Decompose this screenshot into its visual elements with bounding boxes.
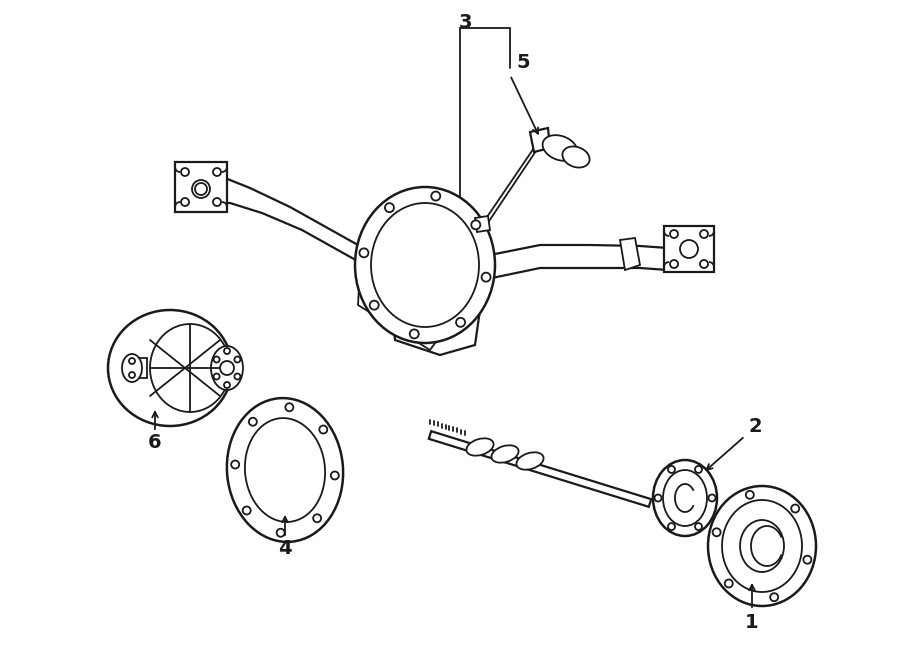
Ellipse shape — [543, 135, 578, 161]
Ellipse shape — [245, 418, 325, 522]
Circle shape — [770, 593, 778, 602]
Ellipse shape — [722, 500, 802, 592]
Polygon shape — [428, 431, 652, 507]
Circle shape — [804, 556, 812, 564]
Circle shape — [695, 523, 702, 530]
Circle shape — [370, 301, 379, 309]
Circle shape — [224, 382, 230, 388]
Ellipse shape — [227, 398, 343, 542]
Text: 1: 1 — [745, 613, 759, 631]
Circle shape — [791, 504, 799, 512]
Circle shape — [668, 466, 675, 473]
Circle shape — [668, 523, 675, 530]
Circle shape — [243, 506, 251, 514]
Circle shape — [456, 318, 465, 327]
Circle shape — [276, 529, 284, 537]
Circle shape — [713, 528, 721, 536]
Circle shape — [680, 240, 698, 258]
Circle shape — [708, 494, 716, 502]
Circle shape — [129, 372, 135, 378]
Ellipse shape — [371, 203, 479, 327]
Circle shape — [431, 192, 440, 200]
Circle shape — [213, 373, 220, 379]
Ellipse shape — [663, 470, 707, 526]
Ellipse shape — [708, 486, 816, 606]
Polygon shape — [390, 275, 485, 355]
Circle shape — [331, 471, 338, 479]
Circle shape — [195, 183, 207, 195]
Circle shape — [213, 168, 221, 176]
Circle shape — [724, 580, 733, 588]
Circle shape — [746, 491, 754, 499]
Circle shape — [234, 356, 240, 362]
Circle shape — [410, 329, 418, 338]
Ellipse shape — [122, 354, 142, 382]
Polygon shape — [175, 162, 227, 212]
Circle shape — [313, 514, 321, 522]
Text: 3: 3 — [458, 13, 472, 32]
Circle shape — [220, 361, 234, 375]
Circle shape — [231, 461, 239, 469]
Ellipse shape — [355, 187, 495, 343]
Polygon shape — [470, 145, 540, 242]
Circle shape — [320, 426, 328, 434]
Circle shape — [249, 418, 256, 426]
Polygon shape — [664, 226, 714, 272]
Circle shape — [285, 403, 293, 411]
Circle shape — [213, 356, 220, 362]
Circle shape — [359, 249, 368, 257]
Circle shape — [234, 373, 240, 379]
Circle shape — [670, 230, 678, 238]
Text: 4: 4 — [278, 539, 292, 559]
Polygon shape — [222, 170, 370, 268]
Ellipse shape — [653, 460, 717, 536]
Ellipse shape — [517, 452, 544, 470]
Circle shape — [670, 260, 678, 268]
Circle shape — [654, 494, 662, 502]
Text: 2: 2 — [748, 416, 761, 436]
Polygon shape — [530, 128, 550, 152]
Circle shape — [181, 198, 189, 206]
Circle shape — [129, 358, 135, 364]
Ellipse shape — [108, 310, 232, 426]
Ellipse shape — [562, 147, 590, 167]
Circle shape — [700, 230, 708, 238]
Circle shape — [181, 168, 189, 176]
Circle shape — [700, 260, 708, 268]
Ellipse shape — [211, 346, 243, 390]
Text: 5: 5 — [517, 54, 530, 73]
Circle shape — [213, 198, 221, 206]
Circle shape — [192, 180, 210, 198]
Circle shape — [385, 203, 394, 212]
Circle shape — [224, 348, 230, 354]
Circle shape — [695, 466, 702, 473]
Ellipse shape — [466, 438, 493, 455]
Ellipse shape — [740, 520, 784, 572]
Polygon shape — [490, 245, 668, 278]
Polygon shape — [358, 268, 490, 350]
Polygon shape — [135, 358, 147, 378]
Ellipse shape — [491, 446, 518, 463]
Circle shape — [482, 272, 490, 282]
Polygon shape — [620, 238, 640, 270]
Ellipse shape — [150, 324, 230, 412]
Polygon shape — [475, 216, 490, 232]
Text: 6: 6 — [148, 434, 162, 453]
Circle shape — [472, 220, 481, 229]
